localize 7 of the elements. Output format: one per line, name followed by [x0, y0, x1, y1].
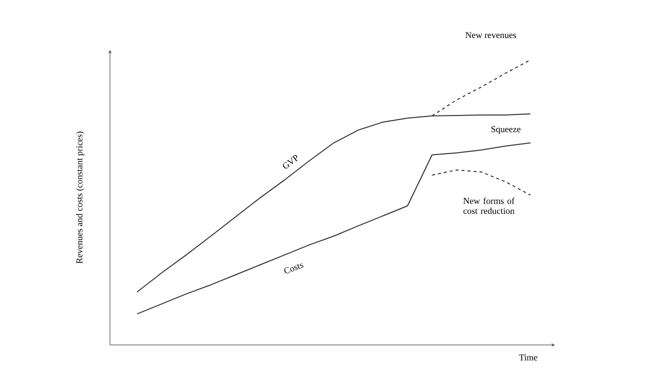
- annotation: Squeeze: [491, 126, 521, 134]
- x-axis-title: Time: [519, 354, 538, 360]
- text: New revenues: [465, 32, 516, 38]
- series-label: New forms of cost reduction: [463, 197, 515, 214]
- y-axis-title: Revenues and costs (constant prices): [76, 132, 84, 264]
- text: GVP: [282, 155, 298, 168]
- text: Costs: [284, 263, 304, 274]
